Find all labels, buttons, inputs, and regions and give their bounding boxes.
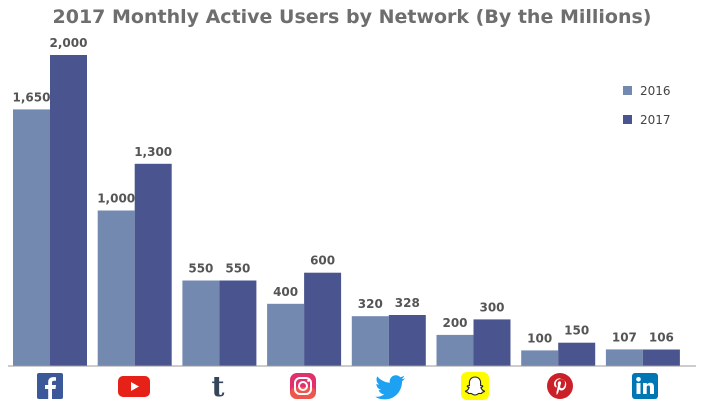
value-label-pinterest-2017: 150 [564, 324, 589, 338]
value-label-tumblr-2016: 550 [188, 262, 213, 276]
bar-twitter-2017 [388, 315, 426, 366]
bar-facebook-2016 [13, 109, 50, 367]
legend-swatch-2016 [623, 86, 632, 95]
value-label-tumblr-2017: 550 [225, 262, 250, 276]
value-label-facebook-2016: 1,650 [13, 90, 51, 104]
svg-text:t: t [212, 370, 225, 403]
pinterest-icon [547, 373, 573, 399]
bar-youtube-2016 [97, 210, 135, 366]
legend: 2016 2017 [623, 84, 671, 127]
value-label-instagram-2017: 600 [310, 254, 335, 268]
value-label-facebook-2017: 2,000 [50, 36, 88, 50]
tumblr-icon: t [212, 370, 225, 403]
instagram-icon [290, 373, 316, 399]
value-label-snapchat-2017: 300 [479, 300, 504, 314]
value-label-snapchat-2016: 200 [442, 316, 467, 330]
value-label-instagram-2016: 400 [273, 285, 298, 299]
snapchat-icon [461, 372, 489, 400]
chart-title: 2017 Monthly Active Users by Network (By… [53, 6, 652, 28]
youtube-icon [118, 376, 150, 397]
bar-tumblr-2016 [182, 280, 220, 366]
bar-pinterest-2016 [521, 350, 559, 366]
bar-tumblr-2017 [219, 280, 257, 366]
value-label-youtube-2016: 1,000 [97, 192, 135, 206]
bar-twitter-2016 [351, 316, 389, 366]
legend-label-2016: 2016 [640, 84, 671, 98]
bar-instagram-2017 [304, 272, 342, 366]
bar-youtube-2017 [134, 163, 172, 366]
bars-layer [13, 55, 680, 367]
bar-facebook-2017 [50, 55, 87, 366]
linkedin-icon [632, 373, 658, 399]
bar-linkedin-2017 [642, 349, 680, 366]
bar-instagram-2016 [267, 303, 305, 366]
facebook-icon [37, 373, 63, 399]
bar-pinterest-2017 [558, 342, 596, 366]
legend-swatch-2017 [623, 115, 632, 124]
bar-snapchat-2016 [436, 334, 474, 366]
value-label-youtube-2017: 1,300 [134, 145, 172, 159]
value-label-twitter-2017: 328 [395, 296, 420, 310]
value-labels-layer: 1,650 2,000 1,000 1,300 550 550 400 600 320 328 20… [13, 36, 674, 345]
value-label-linkedin-2017: 106 [649, 331, 674, 345]
twitter-icon [375, 375, 405, 400]
value-label-twitter-2016: 320 [358, 297, 383, 311]
value-label-linkedin-2016: 107 [612, 330, 637, 344]
bar-snapchat-2017 [473, 319, 511, 366]
value-label-pinterest-2016: 100 [527, 331, 552, 345]
bar-linkedin-2016 [605, 349, 643, 366]
legend-label-2017: 2017 [640, 113, 671, 127]
